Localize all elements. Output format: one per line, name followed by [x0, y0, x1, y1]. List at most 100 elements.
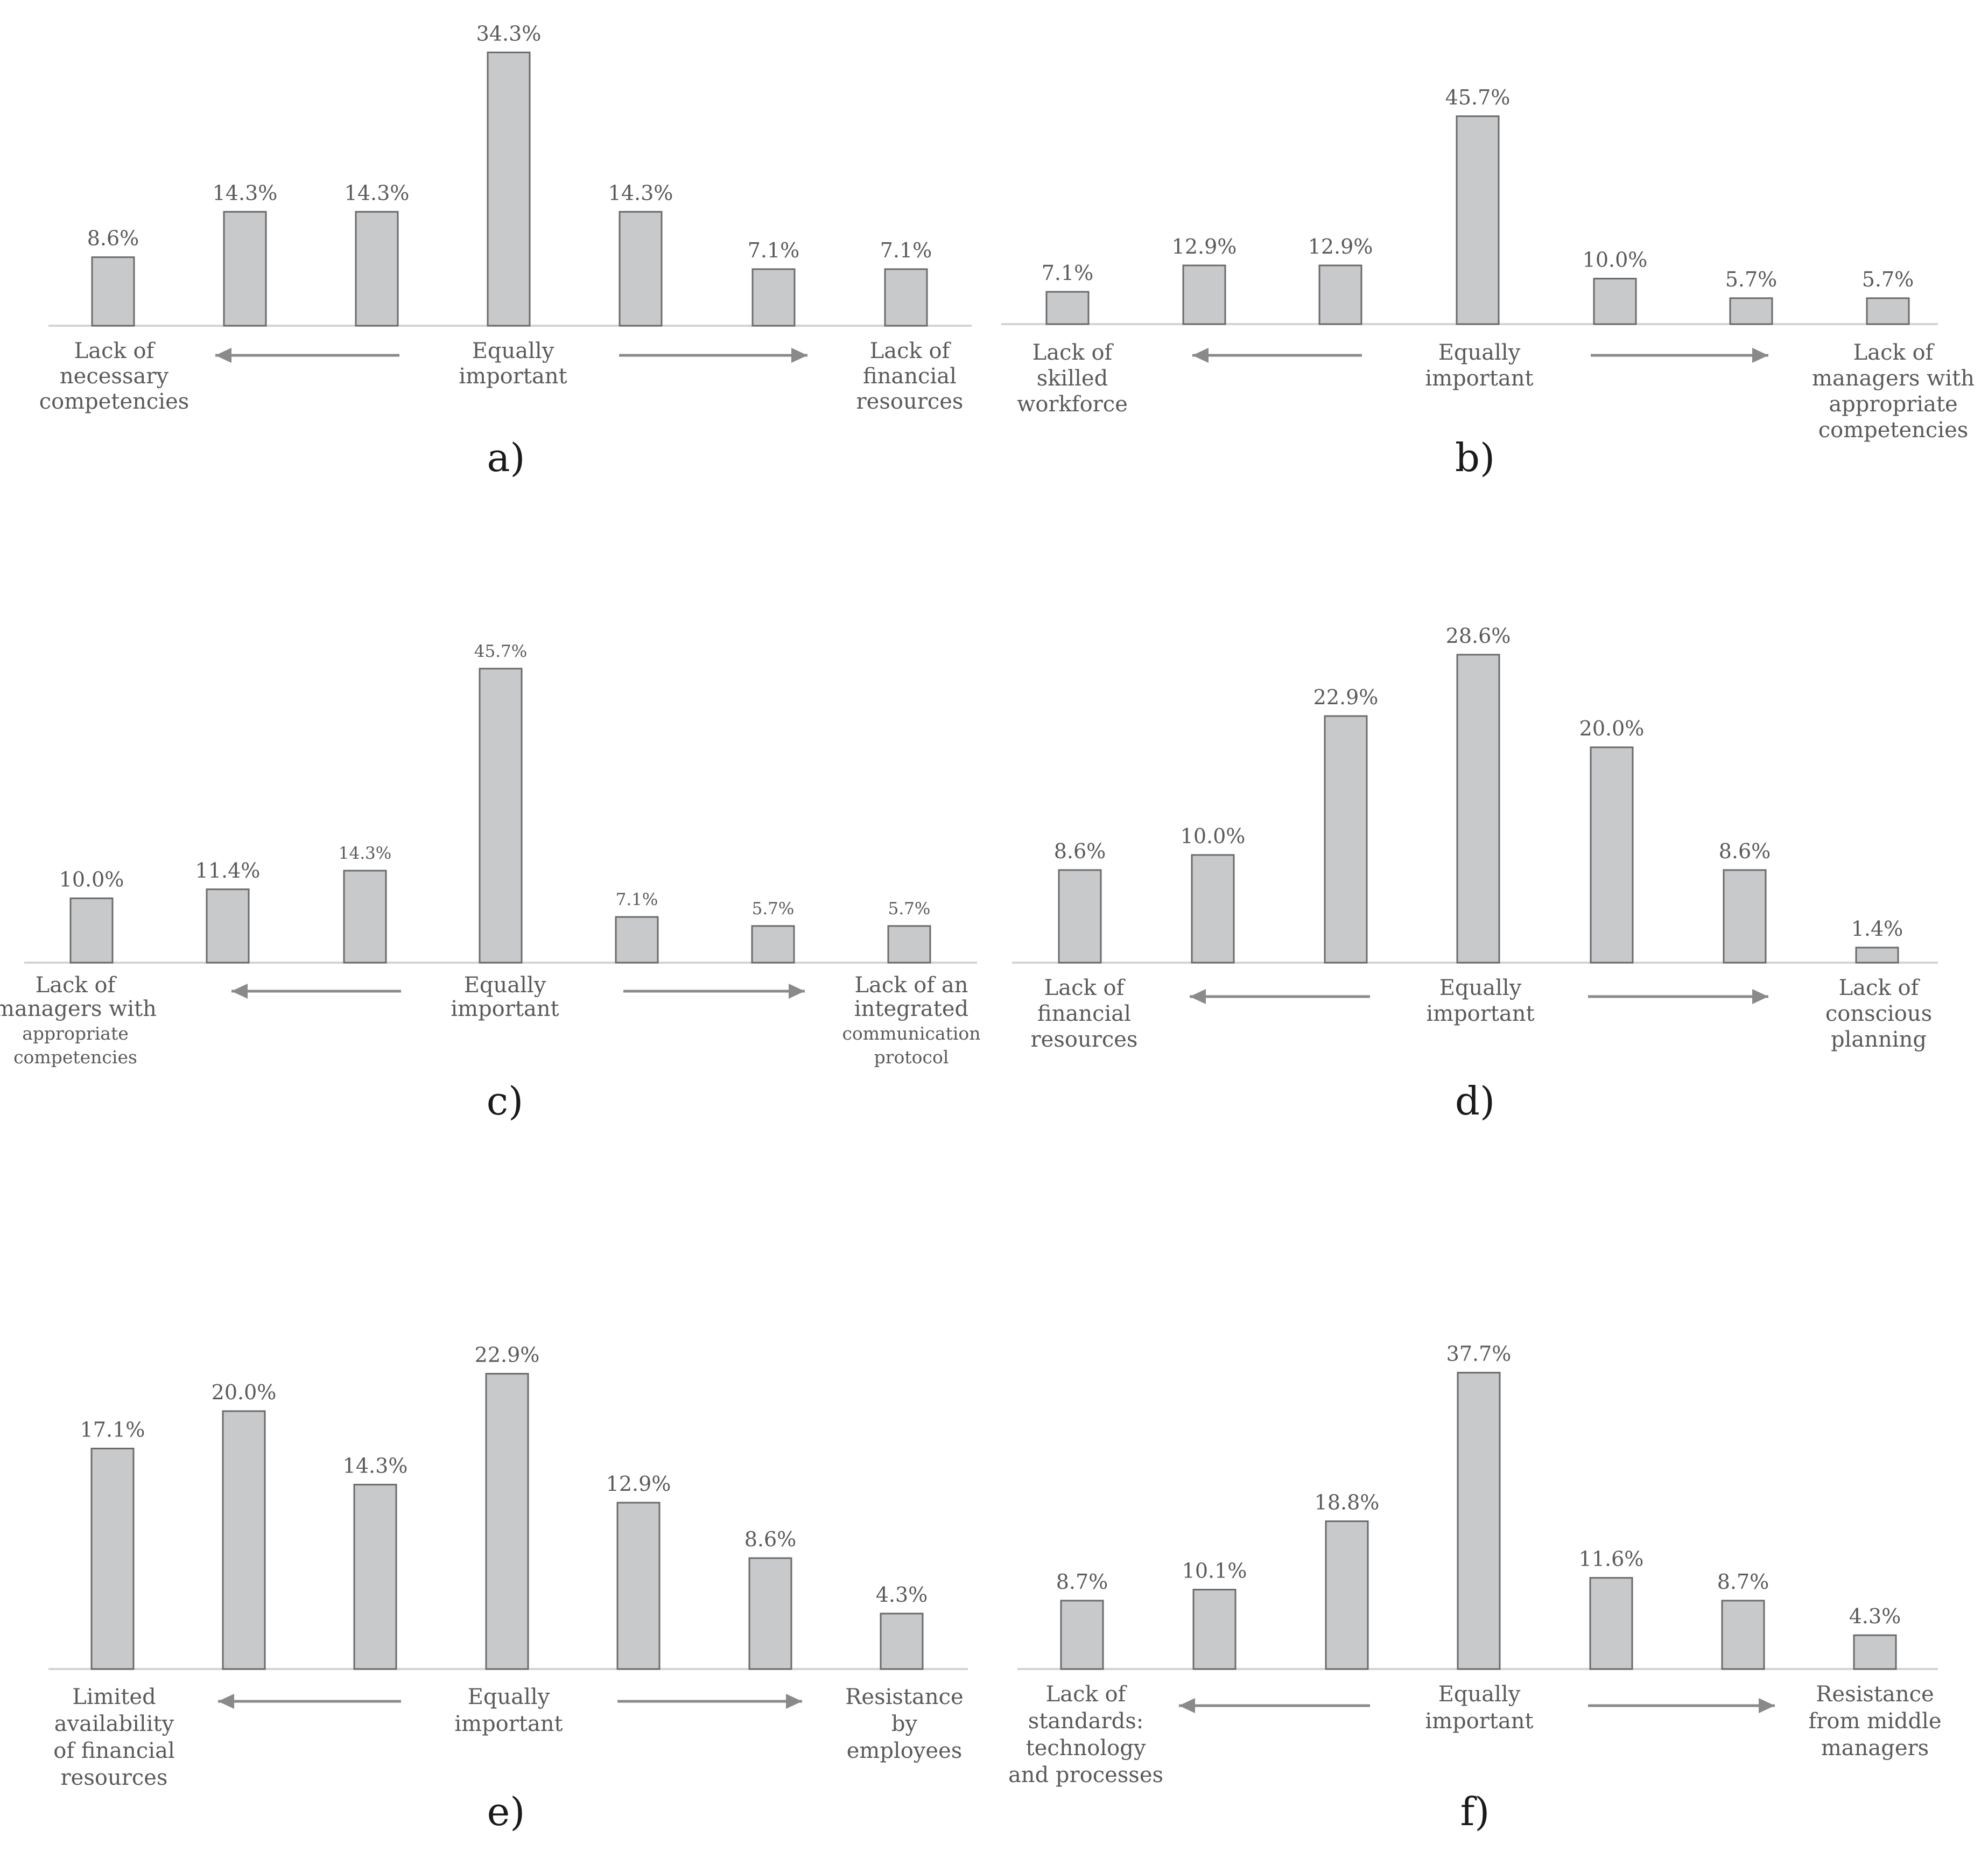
- bar: [1853, 1634, 1897, 1670]
- data-label: 14.3%: [339, 844, 391, 863]
- bar: [619, 211, 663, 327]
- data-label: 14.3%: [345, 181, 410, 205]
- right-category-label-line: communication: [842, 1023, 980, 1044]
- data-label: 45.7%: [474, 642, 527, 661]
- right-category-label-line: conscious: [1825, 1001, 1932, 1026]
- right-category-label-line: Lack of: [1853, 340, 1935, 365]
- right-category-label-line: Lack of an: [855, 973, 968, 998]
- bar: [1593, 278, 1637, 325]
- data-label: 7.1%: [880, 239, 932, 262]
- data-label: 14.3%: [213, 181, 278, 205]
- panel-label: e): [487, 1789, 525, 1834]
- chart-panel-a: 8.6%14.3% 14.3%34.3%14.3%7.1% 7.1%Lack of n…: [39, 22, 972, 480]
- chart-panel-f: 8.7% 10.1% 18.8% 37.7% 11.6% 8.7% 4.3% Lack of s…: [1008, 1342, 1942, 1834]
- panel-label: d): [1455, 1078, 1495, 1124]
- center-category-label-line: Equally: [464, 973, 546, 998]
- left-category-label-line: workforce: [1017, 392, 1128, 417]
- data-label: 7.1%: [748, 239, 800, 262]
- left-category-label: Lack of skilled workforce: [1017, 340, 1128, 417]
- right-category-label-line: Lack of: [870, 339, 952, 363]
- data-label: 4.3%: [876, 1583, 928, 1607]
- data-label: 10.0%: [59, 868, 124, 892]
- left-category-label-line: managers with: [0, 997, 157, 1021]
- left-arrow-head: [1179, 1698, 1195, 1713]
- panel-label: b): [1455, 435, 1495, 480]
- left-category-label-line: technology: [1026, 1736, 1146, 1761]
- right-category-label-line: managers with: [1812, 366, 1975, 391]
- bar: [1589, 1577, 1633, 1670]
- left-category-label-line: appropriate: [22, 1023, 128, 1044]
- data-label: 17.1%: [80, 1418, 145, 1441]
- bar: [1590, 746, 1634, 964]
- data-label: 34.3%: [476, 22, 542, 45]
- center-category-label-line: Equally: [1438, 340, 1521, 365]
- data-label: 8.6%: [87, 227, 139, 250]
- bar: [1729, 297, 1773, 325]
- panel-label: a): [487, 435, 525, 480]
- center-category-label-line: important: [1425, 1709, 1533, 1734]
- right-category-label-line: Resistance: [845, 1685, 963, 1709]
- data-label: 14.3%: [608, 181, 673, 205]
- left-category-label-line: Lack of: [74, 339, 156, 363]
- chart-panel-d: 8.6%10.0%22.9%28.6%20.0%8.6%1.4%Lack of f…: [1012, 624, 1938, 1124]
- right-category-label-line: by: [891, 1712, 918, 1736]
- right-category-label-line: financial: [863, 364, 957, 389]
- right-category-label-line: integrated: [854, 997, 968, 1021]
- right-arrow-head: [789, 984, 805, 999]
- right-category-label-line: appropriate: [1829, 392, 1957, 417]
- bar: [91, 256, 135, 327]
- data-label: 5.7%: [888, 899, 931, 919]
- data-label: 8.7%: [1717, 1570, 1769, 1594]
- bar: [223, 211, 267, 327]
- left-category-label-line: Lack of: [1032, 340, 1114, 365]
- right-category-label-line: Lack of: [1839, 976, 1921, 1000]
- left-category-label-line: of financial: [53, 1738, 175, 1763]
- bar: [353, 1484, 397, 1670]
- right-category-label: Lack of managers with appropriate competenc…: [1812, 340, 1975, 443]
- center-category-label-line: Equally: [1439, 976, 1522, 1000]
- center-category-label: Equally important: [454, 1685, 563, 1736]
- data-label: 5.7%: [752, 899, 795, 919]
- data-label: 22.9%: [475, 1343, 540, 1367]
- data-label: 14.3%: [343, 1454, 408, 1478]
- data-label: 11.6%: [1579, 1547, 1644, 1571]
- panel-label: f): [1460, 1789, 1490, 1834]
- data-label: 10.0%: [1181, 824, 1246, 848]
- bar: [748, 1557, 792, 1670]
- center-category-label: Equally important: [451, 973, 559, 1021]
- right-category-label: Lack of financial resources: [856, 339, 964, 414]
- right-arrow-head: [786, 1694, 802, 1709]
- center-category-label-line: important: [1425, 366, 1533, 391]
- bar: [751, 925, 795, 964]
- bar: [355, 211, 399, 327]
- center-category-label: Equally important: [1426, 976, 1534, 1026]
- right-category-label-line: managers: [1821, 1736, 1929, 1761]
- data-label: 45.7%: [1445, 86, 1511, 109]
- data-label: 8.7%: [1056, 1570, 1108, 1594]
- bar: [884, 268, 928, 327]
- center-category-label-line: important: [451, 997, 559, 1021]
- center-category-label-line: Equally: [468, 1685, 550, 1709]
- right-category-label-line: Resistance: [1816, 1682, 1934, 1707]
- left-category-label-line: availability: [54, 1712, 174, 1736]
- left-category-label-line: competencies: [39, 389, 189, 414]
- right-category-label: Lack of conscious planning: [1825, 976, 1932, 1052]
- data-label: 4.3%: [1849, 1604, 1901, 1628]
- center-category-label-line: important: [1426, 1001, 1534, 1026]
- left-category-label-line: Lack of: [1046, 1682, 1128, 1707]
- bar: [1866, 297, 1910, 325]
- data-label: 12.9%: [1308, 235, 1373, 258]
- chart-panel-c: 10.0% 11.4% 14.3% 45.7% 7.1% 5.7% 5.7% Lack of m…: [0, 642, 981, 1124]
- bar: [1855, 946, 1899, 964]
- data-label: 1.4%: [1851, 917, 1903, 941]
- left-category-label-line: Lack of: [36, 973, 117, 998]
- right-arrow-head: [1752, 348, 1768, 363]
- bar: [90, 1447, 135, 1670]
- data-label: 7.1%: [616, 890, 658, 909]
- bar: [206, 888, 250, 964]
- bar: [1723, 869, 1767, 964]
- right-category-label-line: resources: [856, 389, 964, 414]
- center-category-label-line: Equally: [1438, 1682, 1521, 1707]
- bar: [887, 925, 931, 964]
